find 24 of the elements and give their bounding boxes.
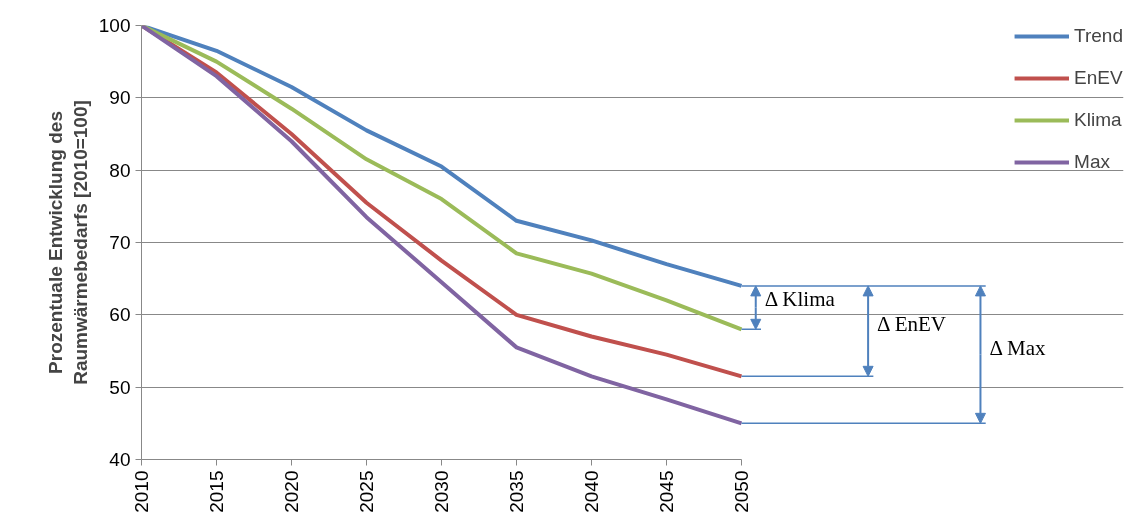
text: Δ Klima [764,286,836,311]
y-tick-label: 60 [109,304,131,326]
y-tick-label: 70 [109,232,131,253]
legend-label: Max [1074,151,1110,173]
x-tick-label: 2050 [731,470,752,513]
x-tick-label: 2040 [581,470,602,513]
x-tick-label: 2025 [356,470,377,513]
legend-label: Trend [1074,25,1123,47]
y-tick-label: 80 [109,159,131,181]
x-tick-label: 2020 [281,470,302,513]
text: Δ EnEV [877,311,947,336]
text: Δ Max [989,336,1047,361]
y-tick-label: 90 [109,87,131,109]
y-tick-label: 50 [109,376,131,398]
x-tick-label: 2035 [506,470,527,513]
x-tick-label: 2045 [656,470,677,513]
x-tick-label: 2030 [431,470,452,513]
y-tick-label: 100 [98,15,131,36]
y-tick-label: 40 [109,449,131,470]
y-axis-title: Prozentuale Entwicklung des Raumwärmebedarfs [2010=100] [44,100,91,385]
legend-label: EnEV [1074,67,1123,89]
x-tick-label: 2010 [131,470,152,513]
legend-label: Klima [1074,109,1122,131]
x-tick-label: 2015 [206,470,227,513]
